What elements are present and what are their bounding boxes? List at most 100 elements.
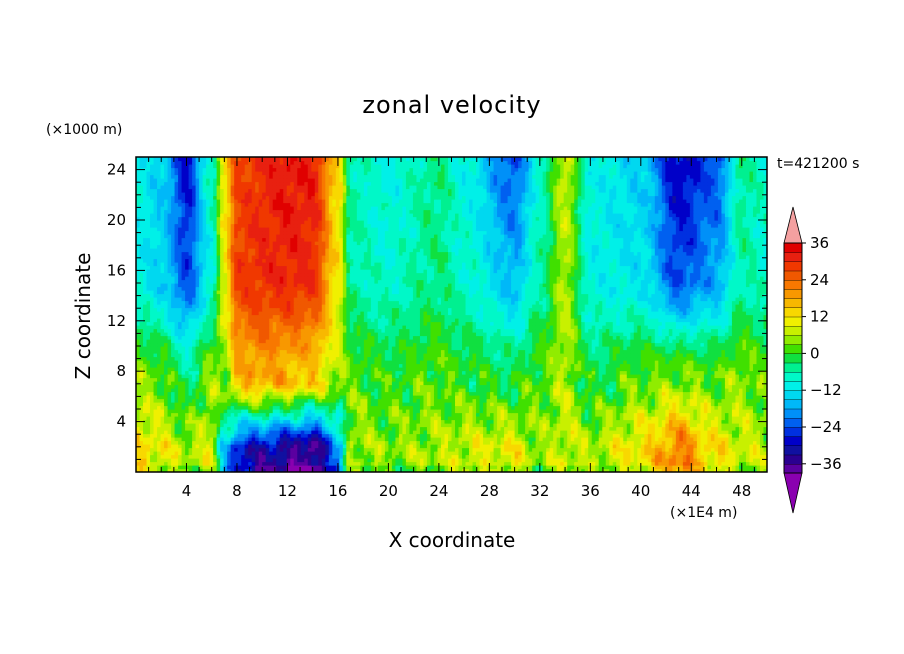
contour-cell — [237, 409, 242, 414]
contour-cell — [384, 409, 389, 414]
contour-cell — [637, 384, 642, 389]
contour-cell — [244, 423, 249, 428]
contour-cell — [525, 416, 530, 421]
contour-cell — [658, 391, 663, 396]
contour-cell — [752, 454, 758, 459]
contour-cell — [377, 423, 382, 428]
contour-cell — [598, 412, 603, 417]
contour-cell — [532, 381, 537, 386]
contour-cell — [150, 402, 155, 407]
contour-cell — [490, 458, 495, 463]
contour-cell — [752, 391, 758, 396]
contour-cell — [472, 430, 477, 435]
contour-cell — [682, 388, 687, 393]
contour-cell — [328, 419, 333, 424]
contour-cell — [749, 461, 754, 466]
contour-cell — [619, 416, 624, 421]
contour-cell — [199, 388, 204, 393]
contour-cell — [185, 433, 190, 438]
contour-cell — [363, 451, 368, 456]
contour-cell — [349, 409, 354, 414]
contour-cell — [241, 444, 246, 449]
contour-cell — [335, 437, 340, 442]
contour-cell — [440, 423, 446, 428]
contour-cell — [286, 395, 291, 400]
contour-cell — [321, 444, 326, 449]
contour-cell — [248, 374, 253, 379]
contour-cell — [150, 437, 155, 442]
contour-cell — [490, 402, 495, 407]
contour-cell — [391, 468, 397, 472]
contour-cell — [248, 402, 253, 407]
contour-cell — [731, 412, 737, 417]
contour-cell — [570, 416, 575, 421]
contour-cell — [181, 458, 186, 463]
contour-cell — [251, 426, 256, 431]
contour-cell — [160, 416, 165, 421]
contour-cell — [630, 405, 635, 410]
contour-cell — [258, 395, 263, 400]
contour-cell — [377, 426, 382, 431]
contour-cell — [689, 409, 694, 414]
contour-cell — [395, 419, 400, 424]
contour-cell — [483, 416, 488, 421]
contour-cell — [388, 468, 393, 472]
contour-cell — [262, 426, 267, 431]
contour-cell — [749, 416, 754, 421]
contour-cell — [679, 447, 684, 452]
contour-cell — [514, 419, 519, 424]
contour-cell — [542, 458, 547, 463]
contour-cell — [342, 426, 347, 431]
contour-cell — [360, 377, 365, 382]
contour-cell — [199, 430, 204, 435]
contour-cell — [532, 391, 537, 396]
contour-cell — [206, 381, 211, 386]
contour-cell — [370, 461, 375, 466]
contour-cell — [623, 465, 628, 470]
contour-cell — [230, 391, 235, 396]
contour-cell — [381, 461, 386, 466]
contour-cell — [721, 402, 726, 407]
contour-cell — [332, 419, 337, 424]
contour-cell — [745, 430, 751, 435]
contour-cell — [307, 447, 312, 452]
contour-cell — [493, 444, 498, 449]
contour-cell — [321, 451, 326, 456]
contour-cell — [472, 374, 477, 379]
contour-cell — [556, 433, 561, 438]
contour-cell — [549, 374, 554, 379]
contour-cell — [360, 444, 365, 449]
contour-cell — [405, 458, 411, 463]
contour-cell — [255, 412, 260, 417]
contour-cell — [689, 465, 694, 470]
contour-cell — [139, 374, 144, 379]
contour-cell — [409, 458, 414, 463]
contour-cell — [588, 426, 593, 431]
contour-cell — [472, 391, 477, 396]
contour-cell — [192, 388, 197, 393]
contour-cell — [521, 458, 526, 463]
contour-cell — [616, 398, 621, 403]
contour-cell — [542, 412, 547, 417]
contour-cell — [381, 454, 386, 459]
contour-cell — [525, 461, 530, 466]
contour-cell — [318, 444, 323, 449]
contour-cell — [511, 405, 516, 410]
contour-cell — [381, 465, 386, 470]
contour-cell — [714, 437, 719, 442]
contour-cell — [700, 419, 705, 424]
contour-cell — [230, 395, 235, 400]
contour-cell — [181, 468, 186, 472]
contour-cell — [574, 454, 579, 459]
contour-cell — [356, 412, 361, 417]
contour-cell — [356, 437, 361, 442]
contour-cell — [651, 458, 656, 463]
contour-cell — [633, 423, 638, 428]
contour-cell — [377, 412, 382, 417]
contour-cell — [237, 437, 242, 442]
contour-cell — [206, 451, 211, 456]
contour-cell — [139, 437, 144, 442]
contour-cell — [707, 433, 712, 438]
contour-cell — [374, 426, 379, 431]
contour-cell — [248, 384, 253, 389]
